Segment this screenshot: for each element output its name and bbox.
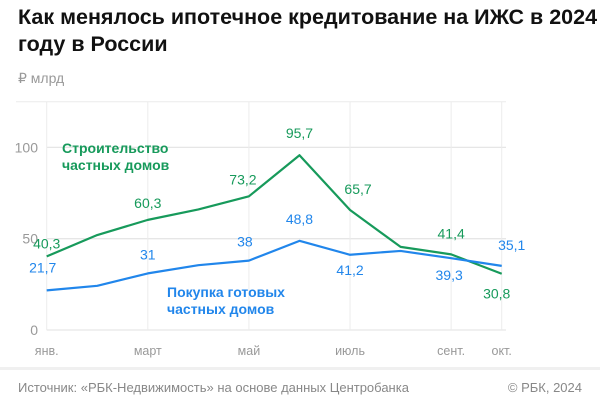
x-tick-label: май: [238, 344, 261, 358]
data-label: 40,3: [33, 235, 60, 251]
data-label: 73,2: [229, 171, 256, 187]
series-name-1-line2: частных домов: [62, 157, 170, 173]
x-tick-label: янв.: [35, 344, 59, 358]
data-label: 30,8: [483, 286, 510, 302]
footer-divider: [0, 367, 600, 370]
data-label: 35,1: [498, 237, 525, 253]
data-label: 41,2: [336, 262, 363, 278]
data-label: 41,4: [438, 225, 465, 241]
x-tick-label: июль: [335, 344, 365, 358]
y-tick-label: 0: [30, 322, 38, 338]
source-note: Источник: «РБК-Недвижимость» на основе д…: [18, 380, 409, 395]
x-tick-label: окт.: [492, 344, 512, 358]
x-tick-label: март: [134, 344, 162, 358]
series-name-2-line2: частных домов: [167, 301, 275, 317]
y-axis-unit: ₽ млрд: [18, 70, 65, 86]
copyright: © РБК, 2024: [507, 380, 582, 395]
series-line-2: [46, 239, 502, 292]
series-name-2-line1: Покупка готовых: [167, 284, 285, 300]
y-tick-label: 100: [15, 139, 39, 155]
chart-title: Как менялось ипотечное кредитование на И…: [18, 5, 598, 56]
series-line-1: [46, 154, 503, 275]
x-tick-label: сент.: [437, 344, 465, 358]
data-label: 31: [140, 246, 156, 262]
data-label: 38: [237, 234, 253, 250]
data-label: 21,7: [29, 259, 56, 275]
series-name-1-line1: Строительство: [62, 140, 168, 156]
data-label: 60,3: [134, 195, 161, 211]
data-label: 39,3: [436, 267, 463, 283]
data-label: 95,7: [286, 125, 313, 141]
data-label: 65,7: [344, 181, 371, 197]
y-tick-label: 50: [22, 231, 38, 247]
data-label: 48,8: [286, 211, 313, 227]
